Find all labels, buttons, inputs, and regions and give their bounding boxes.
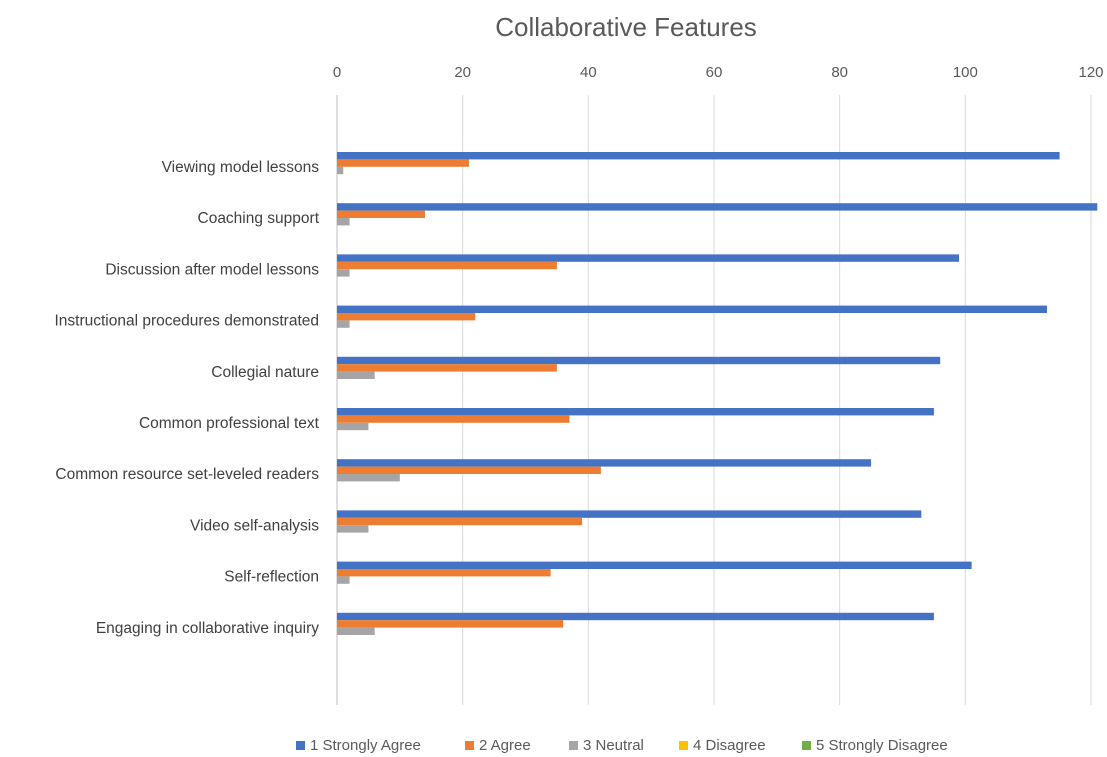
bar-3-neutral bbox=[337, 218, 350, 226]
category-label: Common professional text bbox=[139, 415, 320, 432]
x-axis-ticks: 0 20 40 60 80 100 120 bbox=[333, 64, 1104, 81]
bar-3-neutral bbox=[337, 627, 375, 635]
bar-1-strongly-agree bbox=[337, 459, 872, 467]
category-label: Viewing model lessons bbox=[162, 159, 320, 176]
bar-2-agree bbox=[337, 466, 601, 474]
bar-3-neutral bbox=[337, 320, 350, 328]
bar-3-neutral bbox=[337, 474, 400, 482]
bar-1-strongly-agree bbox=[337, 152, 1060, 160]
category-label: Collegial nature bbox=[211, 364, 319, 381]
legend-swatch bbox=[296, 741, 305, 750]
bar-1-strongly-agree bbox=[337, 203, 1098, 211]
bar-1-strongly-agree bbox=[337, 356, 941, 365]
bar-1-strongly-agree bbox=[337, 561, 972, 569]
category-label: Common resource set-leveled readers bbox=[55, 466, 319, 483]
x-tick-label: 20 bbox=[454, 64, 471, 81]
bar-3-neutral bbox=[337, 269, 350, 277]
category-label: Self-reflection bbox=[224, 569, 319, 586]
bar-3-neutral bbox=[337, 576, 350, 584]
bar-2-agree bbox=[337, 517, 583, 526]
bar-2-agree bbox=[337, 364, 557, 372]
x-tick-label: 40 bbox=[580, 64, 597, 81]
bar-2-agree bbox=[337, 569, 551, 577]
legend-swatch bbox=[679, 741, 688, 750]
bar-2-agree bbox=[337, 210, 425, 218]
category-label: Engaging in collaborative inquiry bbox=[96, 620, 319, 637]
legend-label: 5 Strongly Disagree bbox=[816, 737, 948, 754]
bar-1-strongly-agree bbox=[337, 305, 1048, 313]
gridlines bbox=[336, 95, 1092, 705]
bar-2-agree bbox=[337, 261, 557, 270]
x-tick-label: 120 bbox=[1078, 64, 1103, 81]
bar-2-agree bbox=[337, 415, 570, 423]
bars bbox=[337, 152, 1098, 635]
category-label: Discussion after model lessons bbox=[105, 261, 319, 278]
category-label: Video self-analysis bbox=[190, 517, 319, 534]
category-label: Coaching support bbox=[198, 210, 320, 227]
legend-label: 1 Strongly Agree bbox=[310, 737, 421, 754]
legend-label: 4 Disagree bbox=[693, 737, 766, 754]
bar-1-strongly-agree bbox=[337, 254, 960, 262]
bar-2-agree bbox=[337, 620, 564, 628]
legend-label: 2 Agree bbox=[479, 737, 531, 754]
legend-swatch bbox=[569, 741, 578, 750]
legend-label: 3 Neutral bbox=[583, 737, 644, 754]
bar-3-neutral bbox=[337, 525, 369, 533]
bar-3-neutral bbox=[337, 422, 369, 431]
x-tick-label: 100 bbox=[953, 64, 978, 81]
bar-2-agree bbox=[337, 313, 476, 321]
bar-3-neutral bbox=[337, 166, 344, 175]
legend-swatch bbox=[802, 741, 811, 750]
legend: 1 Strongly Agree 2 Agree 3 Neutral 4 Disagr… bbox=[296, 737, 948, 754]
x-tick-label: 80 bbox=[831, 64, 848, 81]
category-labels: Viewing model lessons Coaching support Dis… bbox=[54, 159, 319, 637]
bar-2-agree bbox=[337, 159, 469, 167]
bar-3-neutral bbox=[337, 371, 375, 379]
bar-1-strongly-agree bbox=[337, 408, 934, 416]
legend-swatch bbox=[465, 741, 474, 750]
x-tick-label: 60 bbox=[706, 64, 723, 81]
chart-title: Collaborative Features bbox=[495, 12, 757, 42]
x-tick-label: 0 bbox=[333, 64, 341, 81]
category-label: Instructional procedures demonstrated bbox=[54, 313, 319, 330]
bar-1-strongly-agree bbox=[337, 510, 922, 518]
bar-1-strongly-agree bbox=[337, 612, 934, 621]
